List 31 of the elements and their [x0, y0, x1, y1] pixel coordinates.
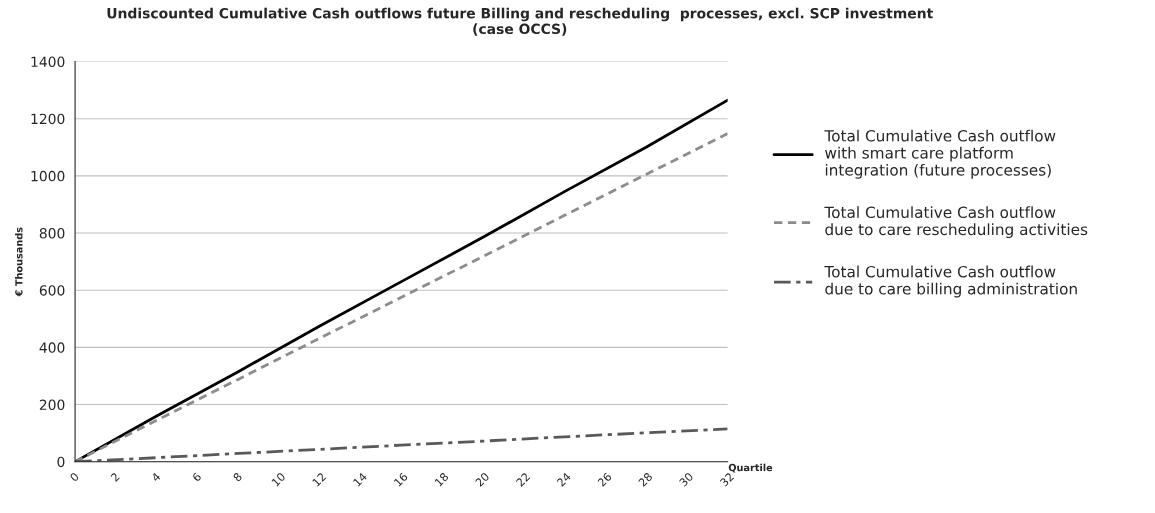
- y-tick-label: 400: [39, 342, 65, 353]
- x-tick-label: 22: [515, 472, 531, 487]
- x-tick-label: 18: [434, 472, 449, 487]
- legend-label: Total Cumulative Cash outflow with smart care platform integration (future processes): [824, 129, 1056, 179]
- x-tick-label: 24: [556, 472, 572, 487]
- legend-label: Total Cumulative Cash outflow due to care rescheduling activities: [824, 206, 1088, 239]
- x-tick-label: 2: [110, 472, 120, 482]
- y-tick-label: 1200: [31, 113, 65, 125]
- chart-title: Undiscounted Cumulative Cash outflows future Billing and rescheduling processes, excl. SCP investment (case OCCS): [107, 7, 933, 36]
- x-tick-label: 20: [474, 472, 490, 487]
- x-tick-label: 0: [69, 472, 80, 482]
- x-tick-label: 8: [232, 472, 243, 482]
- y-axis-title: € Thousands: [15, 227, 23, 297]
- x-tick-label: 28: [637, 472, 653, 487]
- x-tick-label: 32: [719, 472, 735, 487]
- x-tick-label: 4: [150, 472, 161, 483]
- y-tick-label: 800: [39, 228, 65, 239]
- x-tick-label: 14: [352, 472, 368, 487]
- y-tick-label: 200: [39, 399, 65, 411]
- y-tick-label: 1000: [31, 170, 65, 182]
- x-tick-label: 6: [191, 472, 202, 482]
- x-tick-label: 16: [393, 472, 409, 487]
- legend-label: Total Cumulative Cash outflow due to care billing administration: [824, 265, 1077, 298]
- y-tick-label: 1400: [31, 56, 65, 68]
- y-tick-label: 600: [39, 285, 65, 296]
- x-tick-label: 26: [597, 472, 613, 487]
- y-tick-label: 0: [57, 456, 65, 468]
- x-axis-title: Quartile: [728, 463, 773, 473]
- x-tick-label: 30: [678, 472, 694, 487]
- x-tick-label: 10: [271, 472, 286, 487]
- x-tick-label: 12: [311, 472, 327, 487]
